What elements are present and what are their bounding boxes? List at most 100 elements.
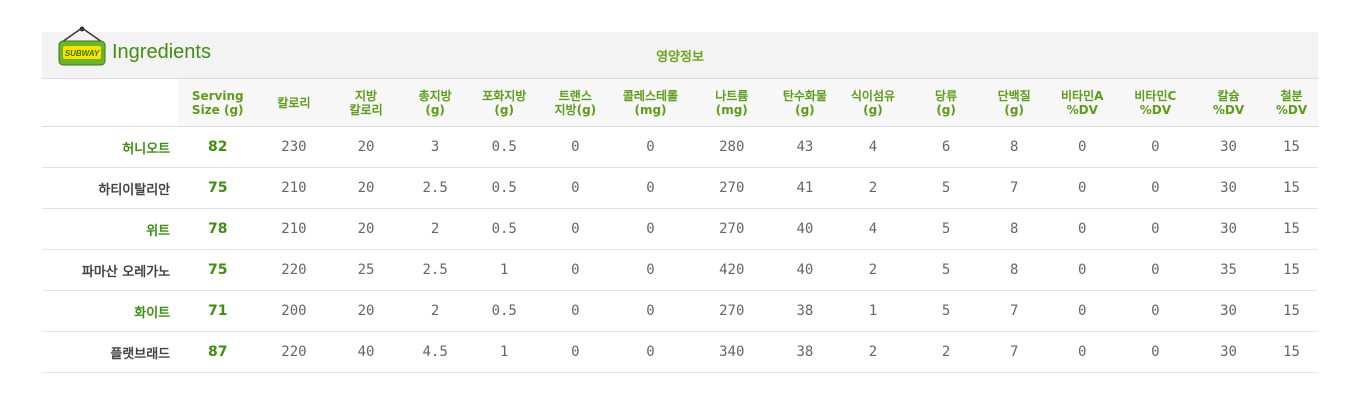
nutrient-value: 30 (1191, 208, 1266, 250)
serving-size-cell: 71 (178, 290, 258, 332)
nutrient-value: 0 (539, 126, 611, 168)
serving-size-cell: 82 (178, 126, 258, 168)
nutrient-value: 0 (1118, 249, 1192, 291)
nutrient-value: 0.5 (468, 208, 540, 250)
logo-text: SUBWAY (65, 49, 100, 58)
nutrient-value: 5 (909, 208, 983, 250)
table-row: 화이트 71 200 20 2 0.5 0 0 270 38 1 5 7 0 0 30 15 (42, 290, 1318, 332)
nutrient-value: 0 (1118, 331, 1192, 373)
nutrient-value: 15 (1265, 331, 1318, 373)
column-header: 칼로리 (257, 79, 331, 127)
nutrient-value: 20 (330, 126, 402, 168)
table-row: 위트 78 210 20 2 0.5 0 0 270 40 4 5 8 0 0 30 15 (42, 208, 1318, 250)
bread-name: 허니오트 (42, 126, 179, 168)
column-header: 칼슘 %DV (1191, 79, 1266, 127)
nutrient-value: 5 (909, 249, 983, 291)
nutrient-value: 1 (468, 331, 540, 373)
nutrition-panel: SUBWAY Ingredients 영양정보 Serving Size (g)… (42, 26, 1318, 373)
nutrient-value: 270 (690, 208, 774, 250)
nutrient-value: 2.5 (401, 249, 469, 291)
nutrient-value: 0 (1118, 126, 1192, 168)
nutrient-value: 230 (257, 126, 331, 168)
nutrient-value: 340 (690, 331, 774, 373)
nutrient-value: 2 (836, 331, 910, 373)
column-header: 지방 칼로리 (330, 79, 402, 127)
nutrient-value: 2 (836, 249, 910, 291)
nutrient-value: 1 (836, 290, 910, 332)
bread-name: 하티이탈리안 (42, 167, 179, 209)
serving-size-cell: 87 (178, 331, 258, 373)
nutrient-value: 15 (1265, 249, 1318, 291)
nutrient-value: 0 (610, 331, 691, 373)
nutrition-table: Serving Size (g) 칼로리 지방 칼로리 총지방 (g) 포화지방 (g)… (42, 79, 1318, 373)
bread-name: 파마산 오레가노 (42, 249, 179, 291)
nutrient-value: 15 (1265, 167, 1318, 209)
column-header: 비타민A %DV (1045, 79, 1119, 127)
nutrient-value: 220 (257, 249, 331, 291)
nutrient-value: 1 (468, 249, 540, 291)
nutrient-value: 210 (257, 208, 331, 250)
nutrient-value: 30 (1191, 290, 1266, 332)
column-header: 콜레스테롤 (mg) (610, 79, 691, 127)
nutrient-value: 0 (610, 290, 691, 332)
nutrient-value: 30 (1191, 167, 1266, 209)
nutrient-value: 0.5 (468, 126, 540, 168)
table-row: 하티이탈리안 75 210 20 2.5 0.5 0 0 270 41 2 5 7 0 0 30 15 (42, 167, 1318, 209)
nutrient-value: 7 (982, 290, 1046, 332)
nutrient-value: 41 (773, 167, 837, 209)
nutrient-value: 8 (982, 126, 1046, 168)
nutrient-value: 220 (257, 331, 331, 373)
section-title: 영양정보 (656, 50, 704, 65)
nutrient-value: 0 (1045, 126, 1119, 168)
column-header: 식이섬유 (g) (836, 79, 910, 127)
nutrient-value: 0 (539, 290, 611, 332)
nutrient-value: 8 (982, 249, 1046, 291)
nutrient-value: 0 (539, 208, 611, 250)
nutrient-value: 0 (610, 249, 691, 291)
nutrient-value: 5 (909, 290, 983, 332)
nutrient-value: 0 (1118, 167, 1192, 209)
nutrient-value: 2 (401, 290, 469, 332)
nutrient-value: 420 (690, 249, 774, 291)
nutrient-value: 20 (330, 208, 402, 250)
table-header-row: Serving Size (g) 칼로리 지방 칼로리 총지방 (g) 포화지방 (g)… (42, 79, 1318, 127)
column-header: 나트륨 (mg) (690, 79, 774, 127)
column-header: 총지방 (g) (401, 79, 469, 127)
column-header: 트랜스 지방(g) (539, 79, 611, 127)
nutrient-value: 0 (610, 167, 691, 209)
nutrient-value: 0.5 (468, 167, 540, 209)
nutrient-value: 200 (257, 290, 331, 332)
nutrient-value: 7 (982, 331, 1046, 373)
nutrient-value: 20 (330, 167, 402, 209)
nutrient-value: 0 (1045, 249, 1119, 291)
nutrient-value: 40 (773, 208, 837, 250)
column-header: 탄수화물 (g) (773, 79, 837, 127)
nutrient-value: 40 (330, 331, 402, 373)
nutrient-value: 38 (773, 331, 837, 373)
nutrient-value: 8 (982, 208, 1046, 250)
column-header: 단백질 (g) (982, 79, 1046, 127)
nutrient-value: 6 (909, 126, 983, 168)
nutrient-value: 30 (1191, 331, 1266, 373)
nutrient-value: 210 (257, 167, 331, 209)
column-header: 비타민C %DV (1118, 79, 1192, 127)
row-header-cell (42, 79, 179, 127)
nutrient-value: 2 (401, 208, 469, 250)
serving-size-cell: 75 (178, 249, 258, 291)
nutrient-value: 4 (836, 126, 910, 168)
nutrient-value: 15 (1265, 208, 1318, 250)
nutrient-value: 35 (1191, 249, 1266, 291)
column-header: 포화지방 (g) (468, 79, 540, 127)
nutrient-value: 2 (836, 167, 910, 209)
nutrient-value: 0 (539, 331, 611, 373)
nutrient-value: 0 (1045, 208, 1119, 250)
bread-name: 위트 (42, 208, 179, 250)
subway-logo-icon: SUBWAY (58, 26, 106, 66)
nutrient-value: 7 (982, 167, 1046, 209)
nutrient-value: 4 (836, 208, 910, 250)
nutrient-value: 0 (610, 126, 691, 168)
column-header: 철분 %DV (1265, 79, 1318, 127)
serving-size-cell: 78 (178, 208, 258, 250)
nutrient-value: 0 (539, 249, 611, 291)
serving-size-cell: 75 (178, 167, 258, 209)
